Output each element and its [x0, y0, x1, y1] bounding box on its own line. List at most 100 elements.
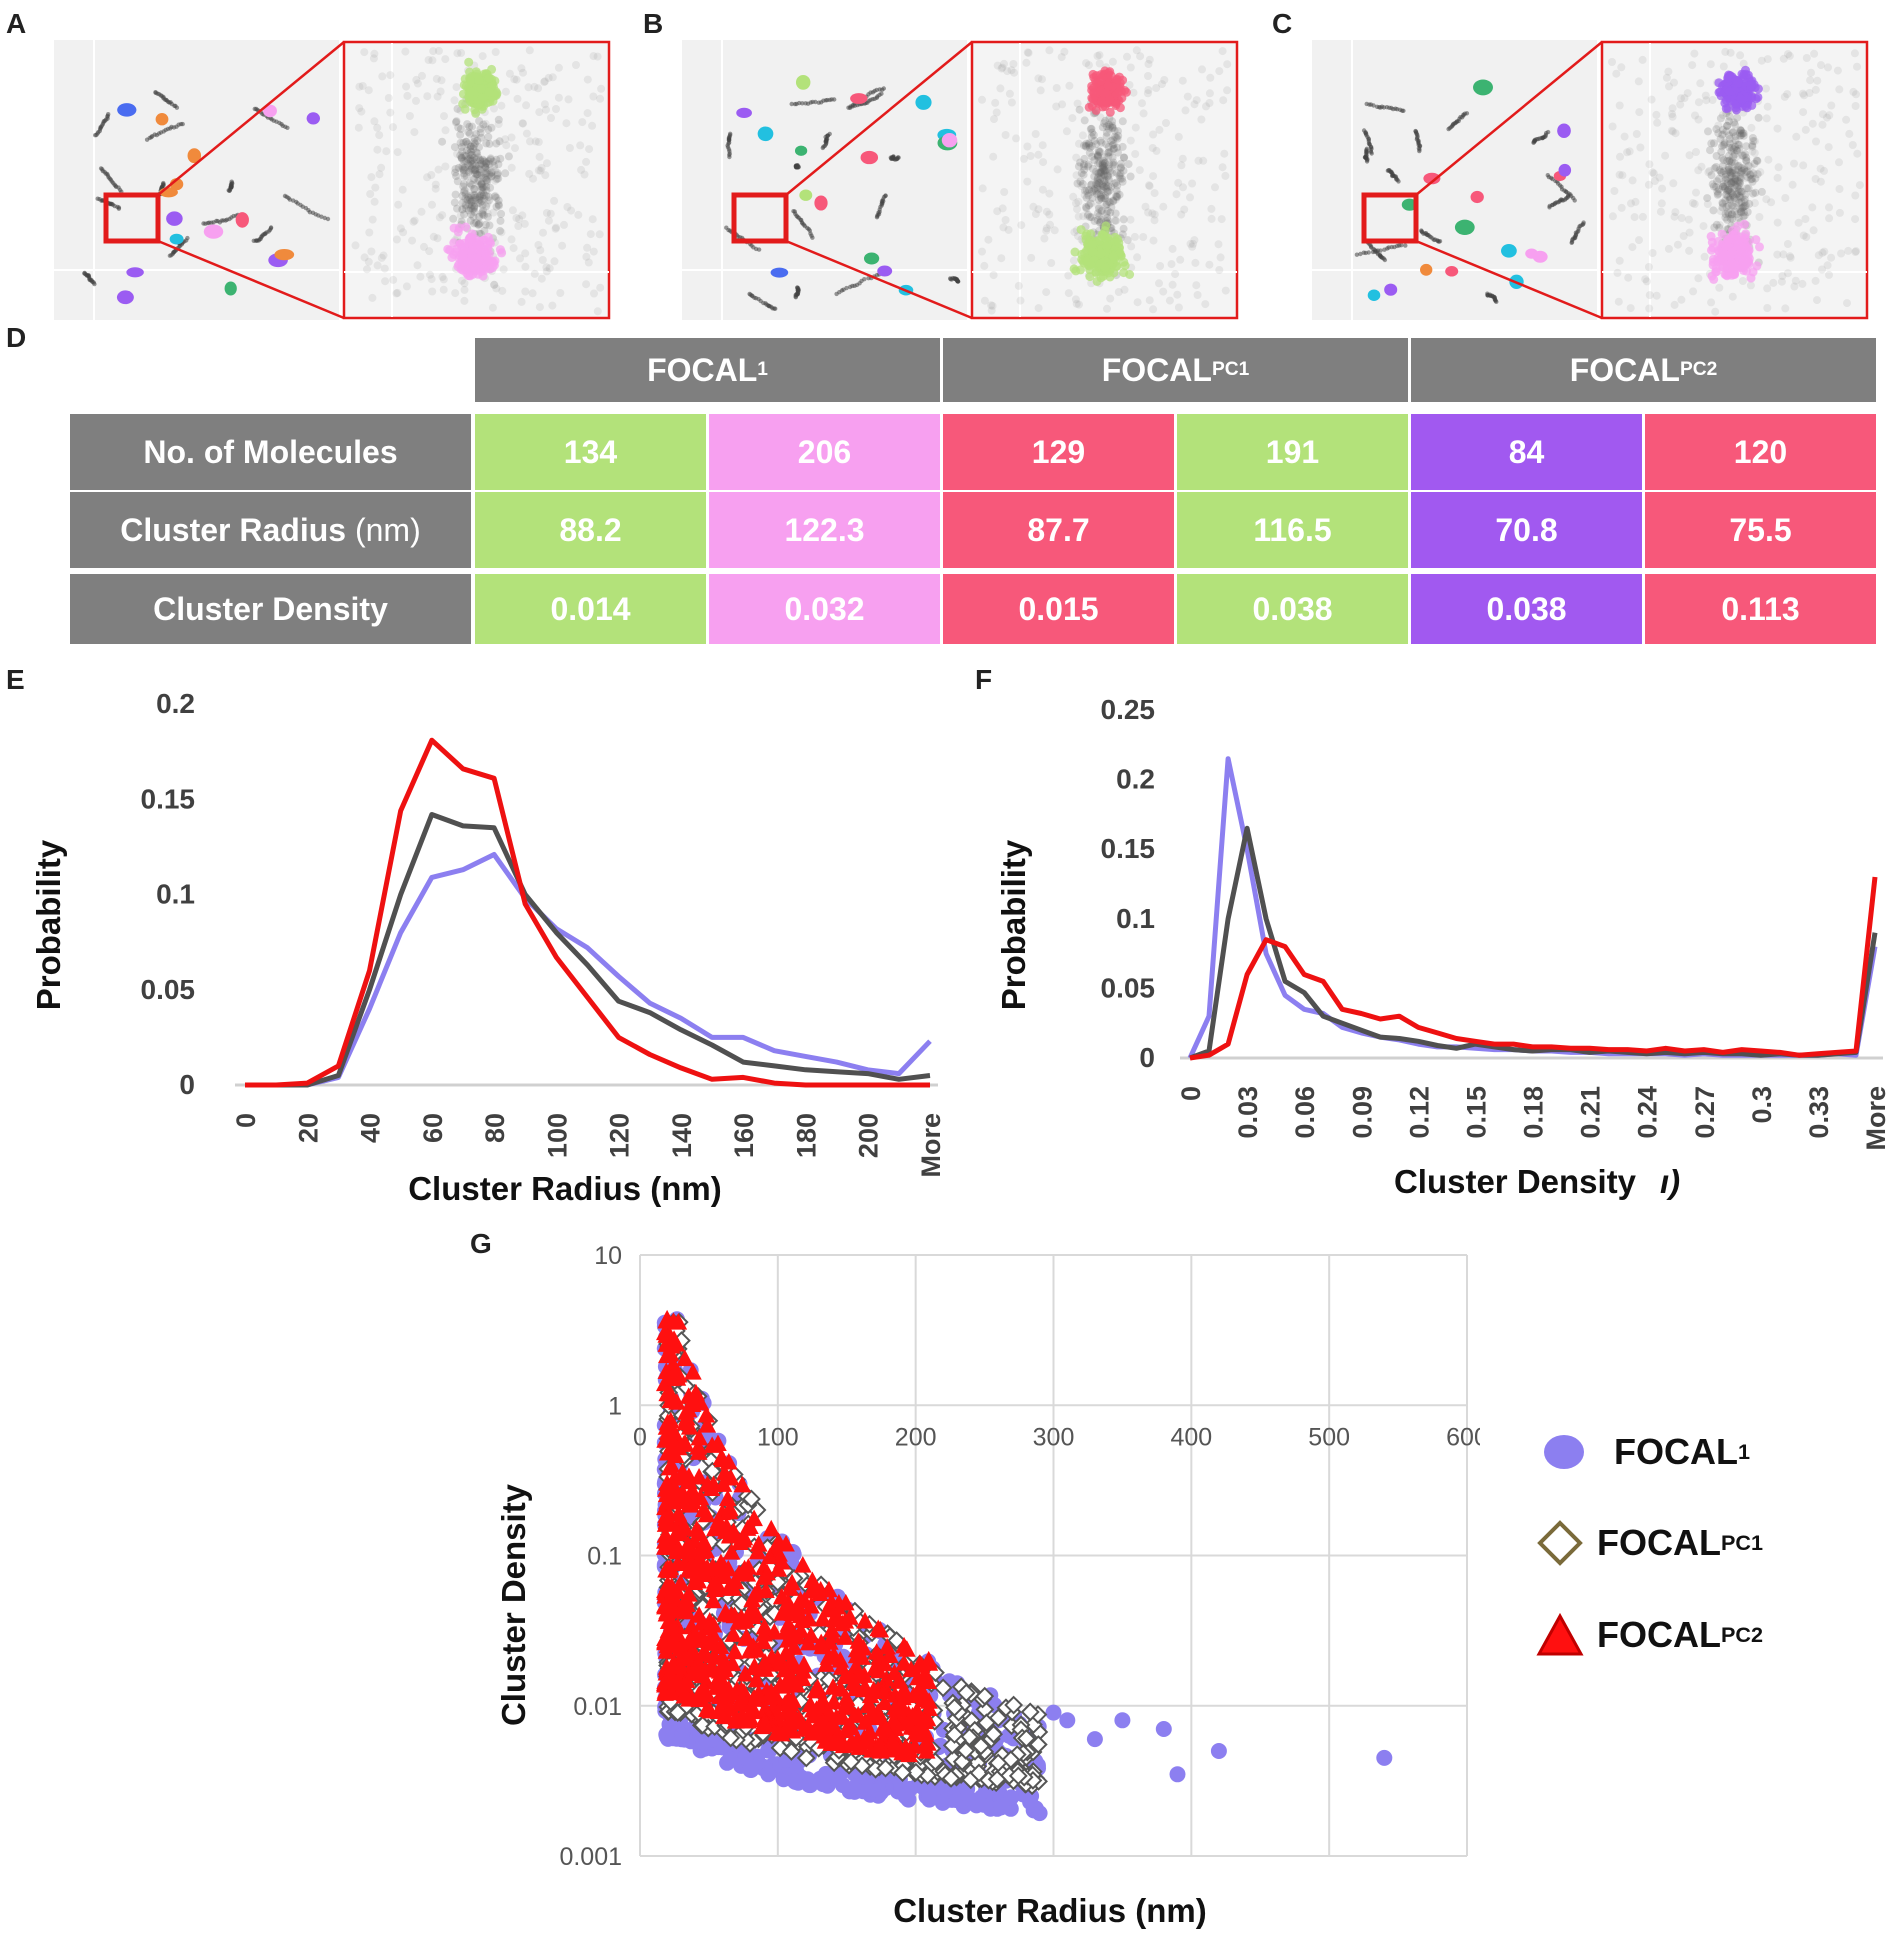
x-tick-label: 140: [667, 1113, 697, 1158]
cluster-point-bottom: [1101, 263, 1110, 272]
molecule-point: [1853, 63, 1861, 71]
molecule-point: [1119, 143, 1127, 151]
molecule-point: [1688, 61, 1696, 69]
molecule-point: [367, 248, 375, 256]
cluster-point-top: [1104, 82, 1113, 91]
molecule-point: [489, 158, 497, 166]
cluster-blob: [736, 108, 752, 118]
molecule-point: [1706, 146, 1714, 154]
molecule-point: [490, 281, 498, 289]
molecule-point: [435, 166, 443, 174]
molecule-point: [1035, 304, 1043, 312]
molecule-point: [1711, 308, 1719, 316]
molecule-point: [534, 241, 542, 249]
molecule-point: [1047, 259, 1055, 267]
cluster-blob: [1557, 123, 1571, 137]
molecule-point: [535, 166, 543, 174]
molecule-point: [521, 220, 529, 228]
table-cell: 0.038: [1177, 574, 1408, 644]
molecule-point: [1198, 65, 1206, 73]
molecule-point: [529, 289, 537, 297]
x-tick-label: 0.27: [1690, 1086, 1720, 1139]
molecule-point: [1386, 169, 1390, 173]
cluster-blob: [117, 103, 136, 117]
molecule-point: [1616, 257, 1624, 265]
molecule-point: [1223, 86, 1231, 94]
molecule-point: [1713, 152, 1721, 160]
cluster-blob: [1455, 220, 1475, 235]
molecule-point: [457, 49, 465, 57]
molecule-point: [555, 94, 563, 102]
molecule-point: [476, 165, 484, 173]
molecule-point: [1762, 85, 1770, 93]
panel-label-b: B: [643, 8, 663, 40]
cluster-point-bottom: [1752, 261, 1761, 270]
scatter-point-focal1: [1376, 1750, 1392, 1766]
cluster-point-bottom: [1088, 247, 1097, 256]
cluster-point-bottom: [1097, 249, 1106, 258]
molecule-point: [1073, 300, 1081, 308]
cluster-point-bottom: [1109, 252, 1118, 261]
molecule-point: [411, 217, 419, 225]
molecule-point: [1193, 96, 1201, 104]
molecule-point: [1076, 159, 1084, 167]
molecule-point: [1581, 220, 1585, 224]
molecule-point: [1045, 190, 1053, 198]
molecule-point: [1669, 113, 1677, 121]
scatter-point-focal1: [760, 1766, 776, 1782]
molecule-point: [1845, 130, 1853, 138]
molecule-point: [1205, 261, 1213, 269]
molecule-point: [757, 247, 761, 251]
panel-label-f: F: [975, 664, 992, 696]
cluster-point-top: [458, 99, 467, 108]
molecule-point: [1102, 201, 1110, 209]
molecule-point: [1773, 251, 1781, 259]
molecule-point: [1032, 210, 1040, 218]
x-tick-label: More: [916, 1113, 946, 1178]
molecule-point: [508, 235, 516, 243]
molecule-point: [1763, 114, 1771, 122]
molecule-point: [106, 112, 110, 116]
molecule-point: [978, 96, 986, 104]
molecule-point: [989, 302, 997, 310]
molecule-point: [1658, 185, 1666, 193]
molecule-point: [578, 118, 586, 126]
molecule-point: [1146, 182, 1154, 190]
molecule-point: [1201, 300, 1209, 308]
cluster-point-bottom: [1114, 238, 1123, 247]
molecule-point: [572, 61, 580, 69]
molecule-point: [1192, 281, 1200, 289]
molecule-point: [1747, 281, 1755, 289]
molecule-point: [1175, 304, 1183, 312]
molecule-point: [370, 54, 378, 62]
molecule-point: [1053, 84, 1061, 92]
y-tick-label: 0: [179, 1069, 195, 1100]
molecule-point: [989, 153, 997, 161]
cluster-point-bottom: [1077, 225, 1086, 234]
molecule-point: [382, 147, 390, 155]
molecule-point: [355, 83, 363, 91]
molecule-point: [1735, 141, 1743, 149]
molecule-point: [1017, 297, 1025, 305]
molecule-point: [1177, 211, 1185, 219]
cluster-point-top: [1097, 76, 1106, 85]
cluster-blob: [1473, 79, 1493, 95]
molecule-point: [1820, 248, 1828, 256]
molecule-point: [418, 208, 426, 216]
x-tick-label: 0.06: [1290, 1086, 1320, 1139]
molecule-point: [1646, 291, 1654, 299]
y-tick-label: 0.05: [1101, 972, 1156, 1003]
molecule-point: [522, 101, 530, 109]
series-line: [1190, 759, 1875, 1058]
molecule-point: [1616, 153, 1624, 161]
molecule-point: [794, 295, 798, 299]
y-tick-label: 0.1: [156, 879, 195, 910]
cluster-point-bottom: [472, 258, 481, 267]
cluster-point-top: [1738, 70, 1747, 79]
molecule-point: [1678, 214, 1686, 222]
x-tick-label: 0.24: [1633, 1086, 1663, 1139]
molecule-point: [488, 124, 496, 132]
molecule-point: [1091, 187, 1099, 195]
molecule-point: [1633, 130, 1641, 138]
